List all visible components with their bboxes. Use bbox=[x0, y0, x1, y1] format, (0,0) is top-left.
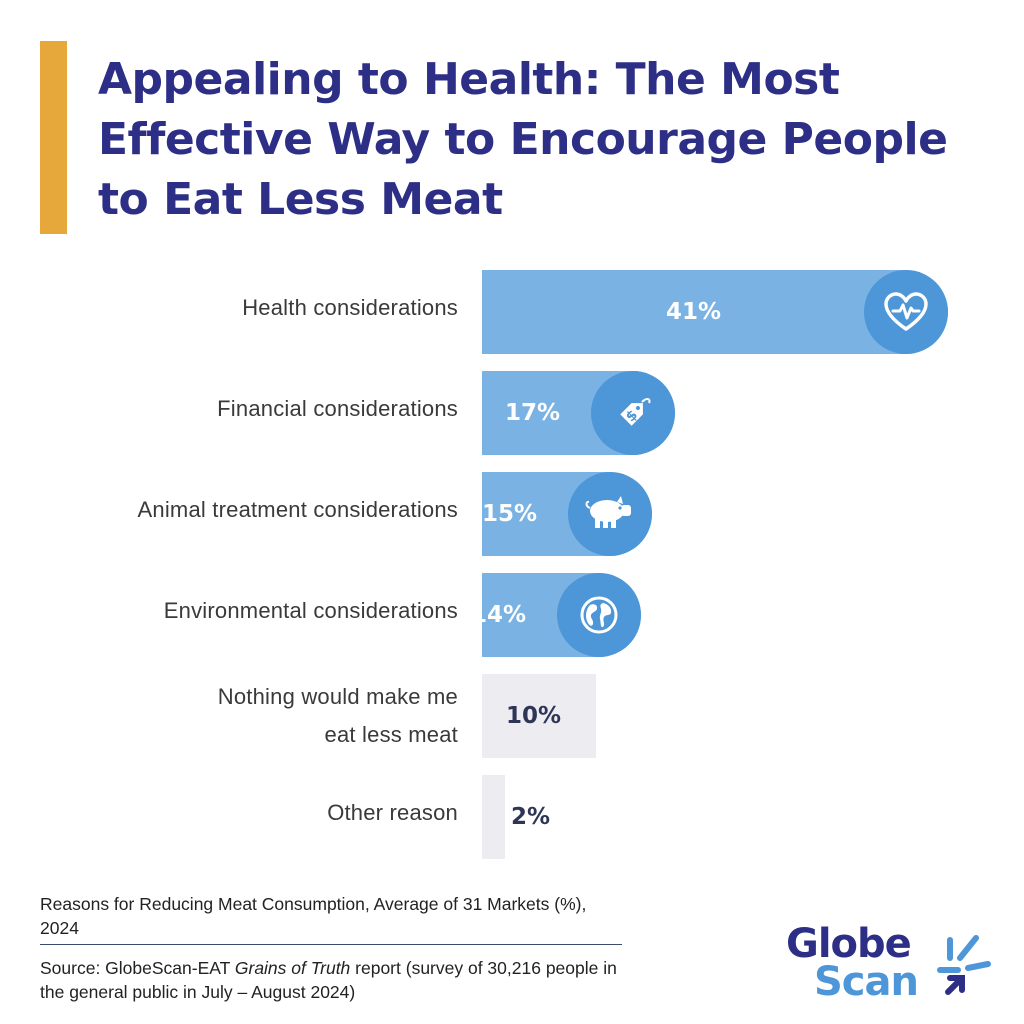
category-label-line: Financial considerations bbox=[217, 396, 458, 421]
logo-word-globe: Globe bbox=[786, 921, 912, 967]
chart-caption: Reasons for Reducing Meat Consumption, A… bbox=[40, 894, 587, 938]
bar: 14% bbox=[471, 573, 641, 657]
category-label: Animal treatment considerations bbox=[18, 491, 458, 529]
category-label: Health considerations bbox=[18, 289, 458, 327]
source-prefix: Source: GlobeScan-EAT bbox=[40, 958, 235, 978]
source-report-title: Grains of Truth bbox=[234, 958, 351, 978]
category-label: Other reason bbox=[18, 794, 458, 832]
source-note: Source: GlobeScan-EAT Grains of Truth re… bbox=[40, 956, 630, 1004]
bar-value-label: 14% bbox=[471, 602, 527, 628]
category-label-line: Other reason bbox=[327, 800, 458, 825]
category-label: Financial considerations bbox=[18, 390, 458, 428]
logo-word-scan: Scan bbox=[814, 959, 919, 1005]
heart-pulse-icon bbox=[864, 270, 948, 354]
globe-icon bbox=[557, 573, 641, 657]
bar-value-label: 41% bbox=[666, 299, 722, 325]
category-label-line: eat less meat bbox=[324, 722, 458, 747]
category-label: Environmental considerations bbox=[18, 592, 458, 630]
bar: 41% bbox=[482, 270, 948, 354]
footer-divider bbox=[40, 944, 622, 945]
logo-burst-icon bbox=[937, 935, 991, 995]
chart-title: Appealing to Health: The Most Effective … bbox=[98, 54, 948, 225]
globescan-logo: Globe Scan bbox=[786, 924, 996, 1004]
category-label-line: Nothing would make me bbox=[217, 684, 458, 709]
bar-value-label: 10% bbox=[506, 703, 562, 729]
category-label-line: Environmental considerations bbox=[163, 598, 458, 623]
category-label: Nothing would make me eat less meat bbox=[18, 678, 458, 754]
bar: 15% bbox=[482, 472, 652, 556]
category-label-line: Health considerations bbox=[242, 295, 458, 320]
title-accent-bar bbox=[40, 41, 67, 234]
bar-value-label: 17% bbox=[505, 400, 561, 426]
bar: 10% bbox=[482, 674, 596, 758]
source-suffix: report (survey of 30,216 people in the g… bbox=[40, 958, 617, 1002]
bar-value-label: 2% bbox=[511, 804, 551, 830]
price-tag-dollar-icon: $ bbox=[591, 371, 675, 455]
category-label-line: Animal treatment considerations bbox=[137, 497, 458, 522]
bar: 2% bbox=[482, 775, 550, 859]
bar-value-label: 15% bbox=[482, 501, 538, 527]
bar: $17% bbox=[482, 371, 675, 455]
pig-icon bbox=[568, 472, 652, 556]
